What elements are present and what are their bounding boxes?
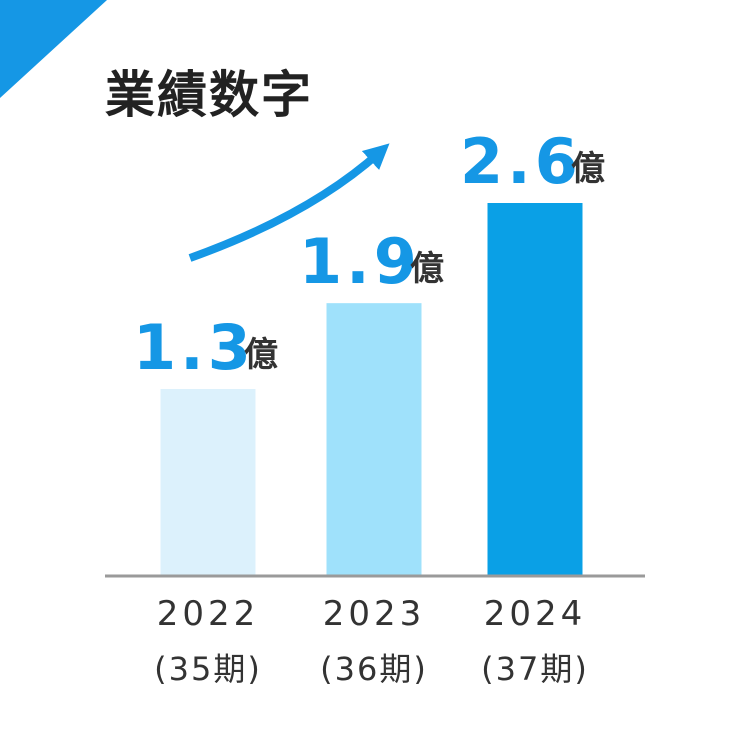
unit-label: 億 — [571, 149, 605, 189]
bar-2024 — [487, 203, 583, 575]
value-label-2023: 1.9 — [299, 225, 421, 298]
x-tick-sublabel-2024: (37期) — [481, 650, 589, 688]
x-tick-label-2024: 2024 — [484, 594, 587, 634]
x-tick-label-2023: 2023 — [323, 594, 426, 634]
x-tick-label-2022: 2022 — [157, 594, 260, 634]
value-label-2024: 2.6 — [460, 125, 582, 198]
chart-title: 業績数字 — [105, 66, 313, 124]
unit-label: 億 — [244, 335, 278, 375]
x-tick-sublabel-2022: (35期) — [154, 650, 262, 688]
corner-triangle-decoration — [0, 0, 107, 98]
value-label-2022: 1.3 — [133, 311, 255, 384]
x-tick-sublabel-2023: (36期) — [320, 650, 428, 688]
unit-label: 億 — [410, 249, 444, 289]
bar-2022 — [160, 389, 256, 575]
trend-arrow-icon — [188, 143, 390, 262]
bar-2023 — [326, 303, 422, 575]
